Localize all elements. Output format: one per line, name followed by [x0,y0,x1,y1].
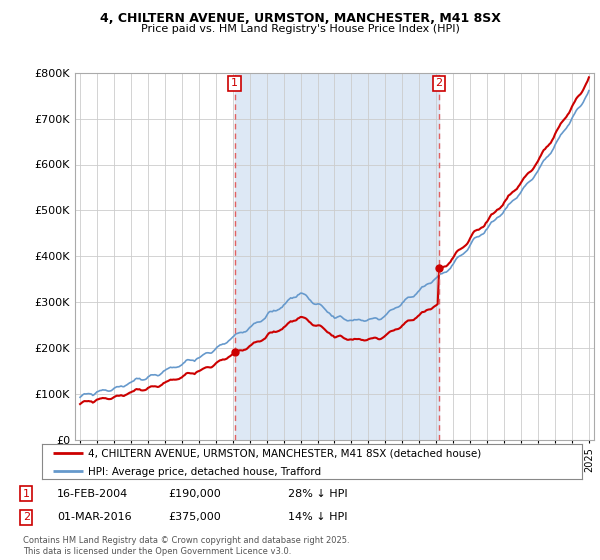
Text: 4, CHILTERN AVENUE, URMSTON, MANCHESTER, M41 8SX (detached house): 4, CHILTERN AVENUE, URMSTON, MANCHESTER,… [88,449,481,459]
Text: 4, CHILTERN AVENUE, URMSTON, MANCHESTER, M41 8SX: 4, CHILTERN AVENUE, URMSTON, MANCHESTER,… [100,12,500,25]
Text: 1: 1 [231,78,238,88]
Text: 2: 2 [23,512,30,522]
Text: 28% ↓ HPI: 28% ↓ HPI [288,489,347,499]
Text: Contains HM Land Registry data © Crown copyright and database right 2025.
This d: Contains HM Land Registry data © Crown c… [23,536,349,556]
Text: £375,000: £375,000 [168,512,221,522]
Text: 01-MAR-2016: 01-MAR-2016 [57,512,131,522]
Text: HPI: Average price, detached house, Trafford: HPI: Average price, detached house, Traf… [88,467,321,477]
Text: 2: 2 [436,78,443,88]
Text: 16-FEB-2004: 16-FEB-2004 [57,489,128,499]
Text: Price paid vs. HM Land Registry's House Price Index (HPI): Price paid vs. HM Land Registry's House … [140,24,460,34]
Text: £190,000: £190,000 [168,489,221,499]
Text: 14% ↓ HPI: 14% ↓ HPI [288,512,347,522]
Text: 1: 1 [23,489,30,499]
